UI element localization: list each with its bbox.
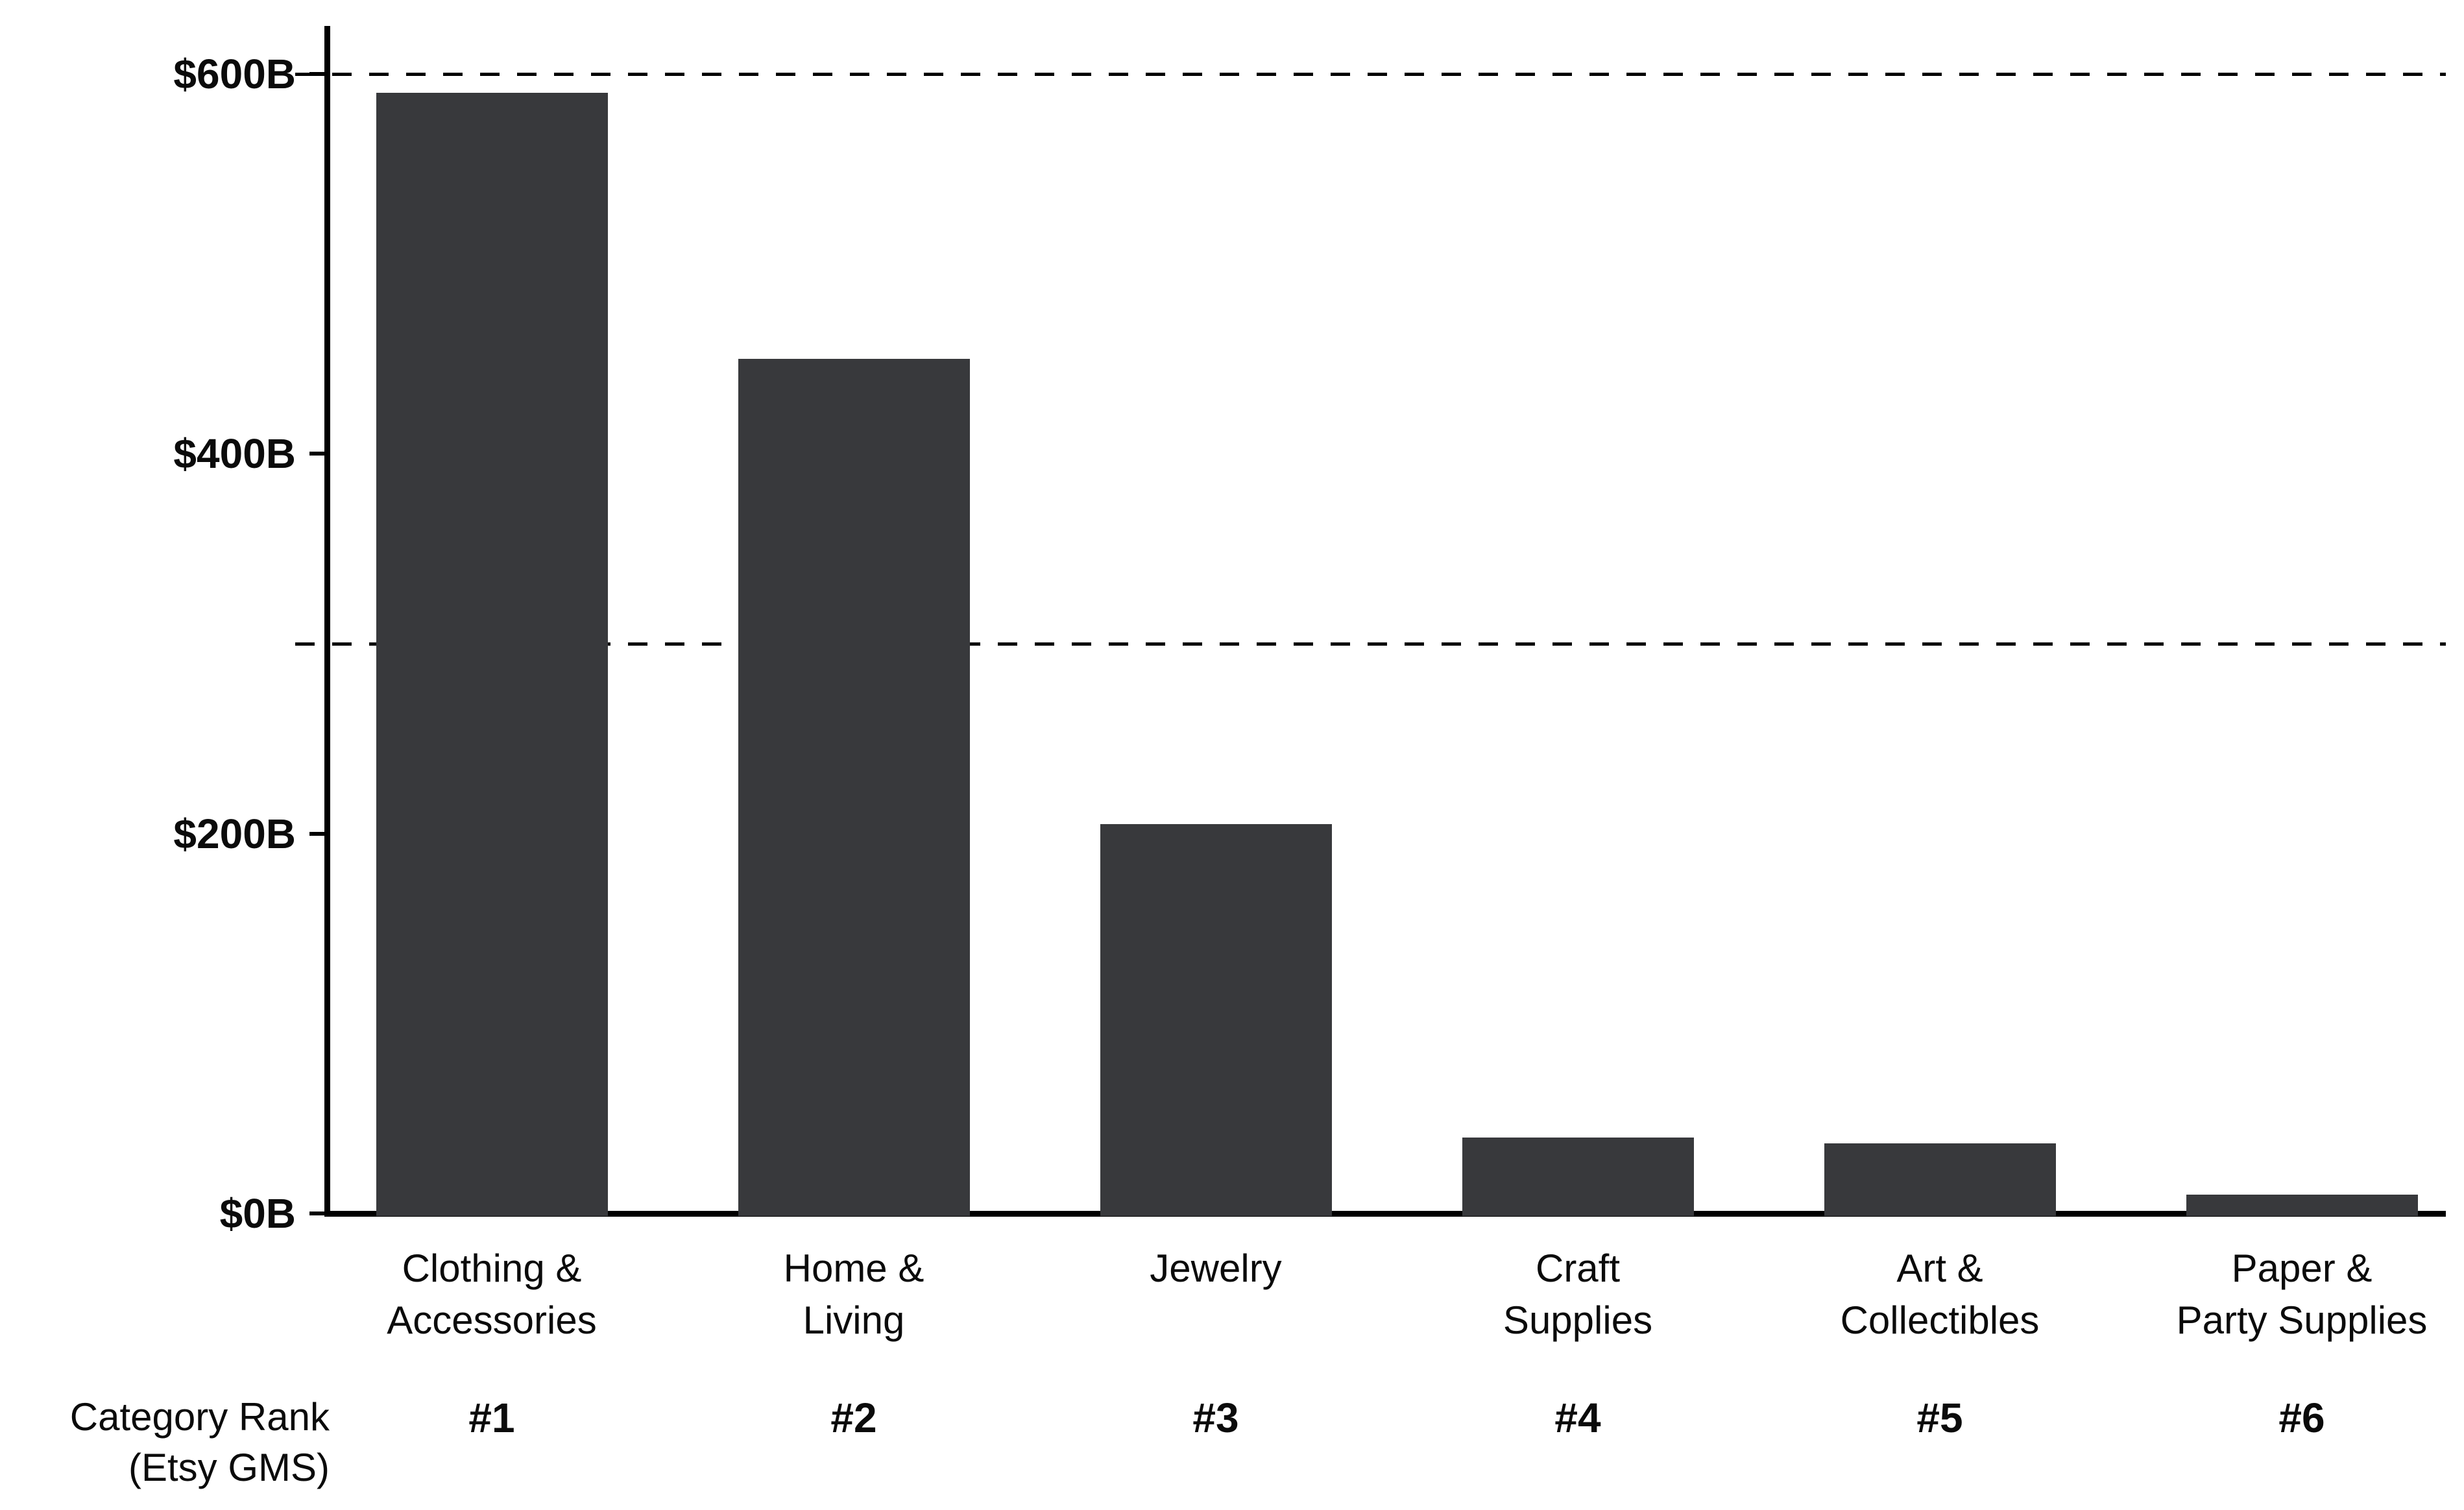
x-axis-line — [324, 1211, 2446, 1217]
rank-label-home-living: #2 — [830, 1394, 877, 1441]
bar-jewelry — [1100, 824, 1332, 1216]
y-axis-tick-200b — [309, 831, 330, 836]
category-rank-axis-label-line2: (Etsy GMS) — [128, 1446, 330, 1489]
y-axis-label-400b: $400B — [173, 430, 296, 478]
y-axis-tick-400b — [309, 452, 330, 456]
category-rank-axis-label: Category Rank (Etsy GMS) — [0, 1392, 330, 1493]
dashed-gridline-600b — [295, 73, 2446, 76]
y-axis-label-0b: $0B — [219, 1190, 296, 1237]
category-label-home-living: Home & Living — [783, 1247, 924, 1342]
rank-label-craft-supplies: #4 — [1554, 1394, 1601, 1441]
rank-label-art-collectibles: #5 — [1916, 1394, 1963, 1441]
bar-paper-party-supplies — [2186, 1194, 2418, 1216]
category-rank-axis-label-line1: Category Rank — [69, 1395, 330, 1439]
y-axis-tick-600b — [309, 72, 330, 76]
bar-home-living — [738, 359, 970, 1216]
category-label-jewelry: Jewelry — [1150, 1247, 1282, 1290]
category-label-clothing-accessories: Clothing & Accessories — [387, 1247, 597, 1342]
y-axis-line — [324, 26, 330, 1217]
rank-label-paper-party-supplies: #6 — [2278, 1394, 2325, 1441]
bar-clothing-accessories — [376, 93, 608, 1216]
dashed-gridline-300b — [295, 642, 2446, 646]
bar-craft-supplies — [1462, 1137, 1694, 1216]
bar-art-collectibles — [1824, 1143, 2056, 1216]
rank-label-clothing-accessories: #1 — [468, 1394, 515, 1441]
rank-label-jewelry: #3 — [1192, 1394, 1239, 1441]
category-label-art-collectibles: Art & Collectibles — [1840, 1247, 2040, 1342]
y-axis-label-200b: $200B — [173, 810, 296, 857]
category-label-paper-party-supplies: Paper & Party Supplies — [2176, 1247, 2428, 1342]
y-axis-tick-0b — [309, 1212, 330, 1215]
category-label-craft-supplies: Craft Supplies — [1503, 1247, 1653, 1342]
y-axis-label-600b: $600B — [173, 51, 296, 97]
